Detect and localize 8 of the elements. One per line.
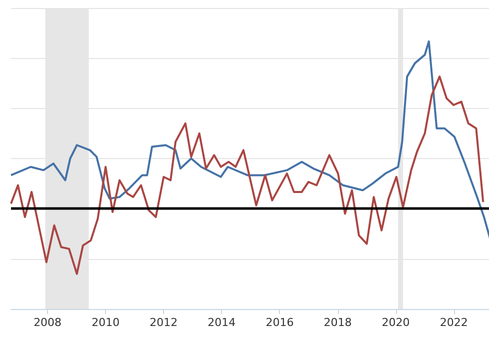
x-tick-label: 2008	[34, 316, 62, 329]
x-tick-label: 2018	[324, 316, 352, 329]
x-tick-label: 2022	[440, 316, 468, 329]
x-tick-label: 2020	[382, 316, 410, 329]
x-tick-label: 2010	[92, 316, 120, 329]
x-tick-label: 2012	[150, 316, 178, 329]
x-tick-label: 2016	[266, 316, 294, 329]
x-tick-label: 2014	[208, 316, 236, 329]
